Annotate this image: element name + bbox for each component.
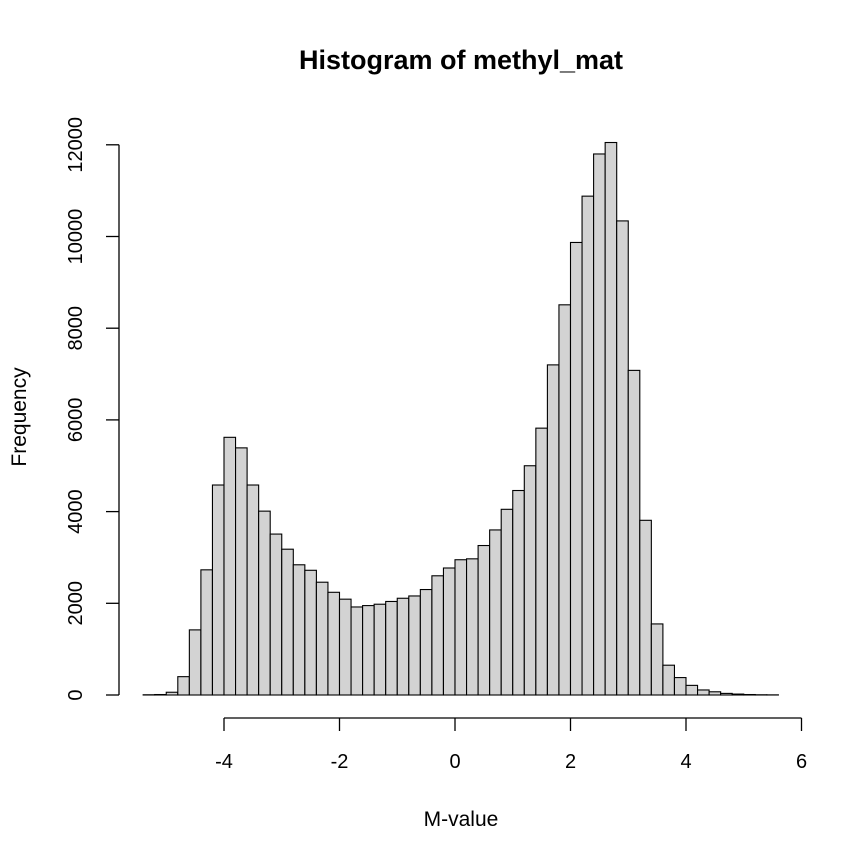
y-tick-label: 10000 [65,209,87,265]
histogram-bar [385,600,398,696]
y-axis-label: Frequency [8,367,31,467]
histogram-bar [281,548,294,696]
histogram-bar [512,489,525,696]
x-tick-label: 2 [565,751,576,773]
histogram-bar [650,623,664,696]
histogram-bar [292,564,306,696]
histogram-bar [523,465,537,696]
y-axis: 0 2000 4000 6000 8000 10000 12000 [65,117,120,701]
histogram-bar [408,595,421,696]
histogram-bar [500,508,514,696]
histogram-bar [454,559,468,696]
histogram-bar [246,484,260,696]
histogram-bar [188,629,202,696]
y-tick-label: 2000 [65,581,87,626]
histogram-bar [223,436,237,696]
histogram-bar [708,691,722,696]
histogram-bar [211,484,225,696]
histogram-bar [593,153,606,696]
histogram-bar [258,510,271,696]
histogram-bar [338,598,352,696]
y-tick-label: 8000 [65,306,87,351]
histogram-bar [477,544,491,696]
histogram-bar [327,591,341,696]
x-tick-label: 4 [680,751,691,773]
histogram-bar [696,689,710,696]
y-tick-label: 4000 [65,489,87,533]
y-tick-label: 0 [65,689,87,700]
x-axis-label: M-value [424,808,499,831]
histogram-bar [535,427,548,696]
histogram-bar [200,569,213,696]
histogram-bar [419,588,433,696]
histogram-bar [720,692,733,696]
histogram-bar [558,304,572,696]
histogram-bar [627,369,641,696]
x-axis: -4 -2 0 2 4 6 [215,717,807,773]
chart-title: Histogram of methyl_mat [299,45,623,75]
histogram-bar [662,664,676,696]
histogram-bar [546,364,560,696]
histogram-bar [569,241,583,696]
histogram-bar [431,575,444,696]
histogram-bar [165,691,179,696]
histogram-bar [489,529,502,696]
histogram-bar [373,603,387,696]
histogram-bar [362,605,375,696]
x-tick-label: -2 [331,751,349,773]
histogram-bar [581,195,595,696]
histogram-bar [396,597,410,696]
histogram-bar [673,677,687,696]
y-tick-label: 6000 [65,398,87,443]
histogram-bars [142,141,779,696]
histogram-bar [604,141,618,696]
histogram-bar [616,220,629,696]
histogram-bar [315,581,329,696]
histogram-bar [685,684,699,696]
histogram-bar [731,693,745,696]
y-tick-label: 12000 [65,117,87,173]
histogram-bar [269,533,283,696]
x-tick-label: 6 [796,751,807,773]
x-tick-label: 0 [449,751,460,773]
x-tick-label: -4 [215,751,233,773]
histogram-bar [235,447,248,696]
histogram-bar [465,558,479,696]
histogram-bar [442,567,456,696]
histogram-bar [350,606,364,696]
histogram-bar [639,519,652,696]
histogram-bar [304,569,317,696]
histogram-bar [177,676,190,696]
